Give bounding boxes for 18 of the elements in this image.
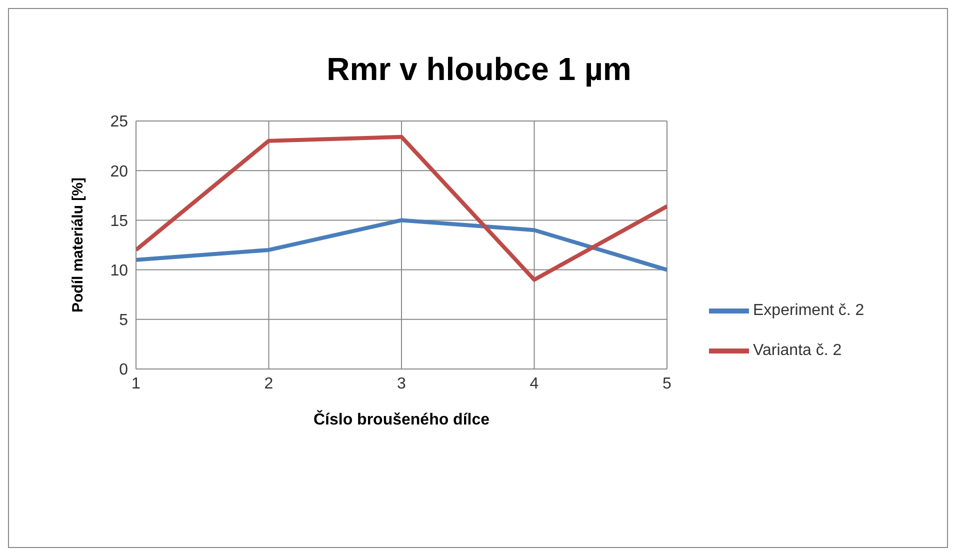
line-series [136, 134, 667, 282]
x-tick-label: 4 [530, 375, 539, 392]
y-tick-label: 25 [110, 114, 128, 131]
y-tick-label: 10 [110, 262, 128, 280]
y-tick-label: 20 [110, 163, 128, 180]
y-tick-label: 0 [119, 362, 128, 379]
legend-label: Experiment č. 2 [753, 302, 864, 320]
y-tick-label: 15 [110, 212, 128, 230]
y-axis-title: Podíl materiálu [%] [69, 177, 86, 313]
x-tick-label: 2 [264, 375, 274, 392]
x-tick-label: 1 [132, 375, 141, 392]
legend-label: Varianta č. 2 [753, 342, 842, 360]
x-tick-label: 3 [397, 375, 406, 392]
line-series [136, 218, 667, 272]
x-axis-title: Číslo broušeného dílce [313, 409, 490, 428]
x-tick-label: 5 [662, 375, 672, 392]
y-tick-label: 5 [119, 312, 128, 330]
chart-title: Rmr v hloubce 1 µm [326, 51, 632, 88]
